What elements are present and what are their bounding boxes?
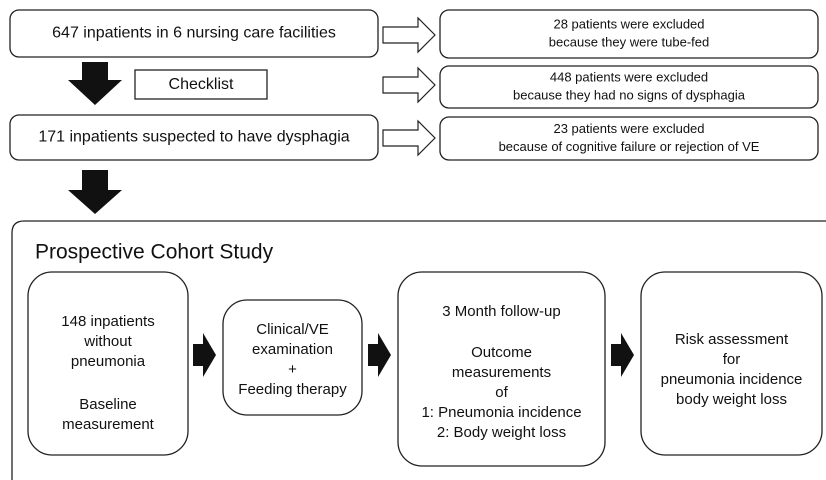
exclusion-text: because they were tube-fed (549, 34, 709, 49)
step-text: + (288, 361, 297, 378)
screening-text: 647 inpatients in 6 nursing care facilit… (52, 25, 336, 42)
hollow-arrow (382, 119, 436, 157)
step-text: without (83, 333, 132, 350)
exclusion-text: 23 patients were excluded (553, 121, 704, 136)
exclusion-text: because they had no signs of dysphagia (513, 87, 746, 102)
right-arrow (611, 333, 634, 377)
right-arrow (193, 333, 216, 377)
step-text: 2: Body weight loss (437, 424, 566, 441)
right-arrow (368, 333, 391, 377)
step-text: 3 Month follow-up (442, 303, 560, 320)
hollow-arrow (382, 16, 436, 54)
step-box (640, 271, 823, 456)
checklist-label: Checklist (169, 76, 234, 93)
exclusion-text: 28 patients were excluded (553, 16, 704, 31)
step-text: examination (252, 341, 333, 358)
hollow-arrow (382, 66, 436, 104)
step-box (27, 271, 189, 456)
screening-box (9, 114, 379, 161)
down-arrow (68, 170, 122, 214)
step-text: Feeding therapy (238, 381, 347, 398)
down-arrow (68, 62, 122, 105)
step-text: 148 inpatients (61, 313, 154, 330)
step-text: pneumonia incidence (661, 371, 803, 388)
cohort-frame (11, 220, 826, 480)
exclusion-text: because of cognitive failure or rejectio… (499, 139, 760, 154)
step-text: pneumonia (71, 353, 146, 370)
step-text: of (495, 384, 508, 401)
exclusion-text: 448 patients were excluded (550, 69, 708, 84)
step-box (222, 299, 363, 416)
step-text: body weight loss (676, 391, 787, 408)
step-text: Baseline (79, 396, 137, 413)
screening-text: 171 inpatients suspected to have dysphag… (38, 129, 349, 146)
step-text: measurements (452, 364, 551, 381)
step-text: for (723, 351, 741, 368)
step-text: Risk assessment (675, 331, 789, 348)
exclusion-box (439, 9, 819, 59)
exclusion-box (439, 65, 819, 109)
step-text: 1: Pneumonia incidence (421, 404, 581, 421)
step-box (397, 271, 606, 467)
exclusion-box (439, 116, 819, 161)
screening-box (9, 9, 379, 58)
step-text: Clinical/VE (256, 321, 329, 338)
cohort-title: Prospective Cohort Study (35, 241, 274, 264)
checklist-box (134, 69, 268, 100)
step-text: Outcome (471, 344, 532, 361)
step-text: measurement (62, 416, 155, 433)
